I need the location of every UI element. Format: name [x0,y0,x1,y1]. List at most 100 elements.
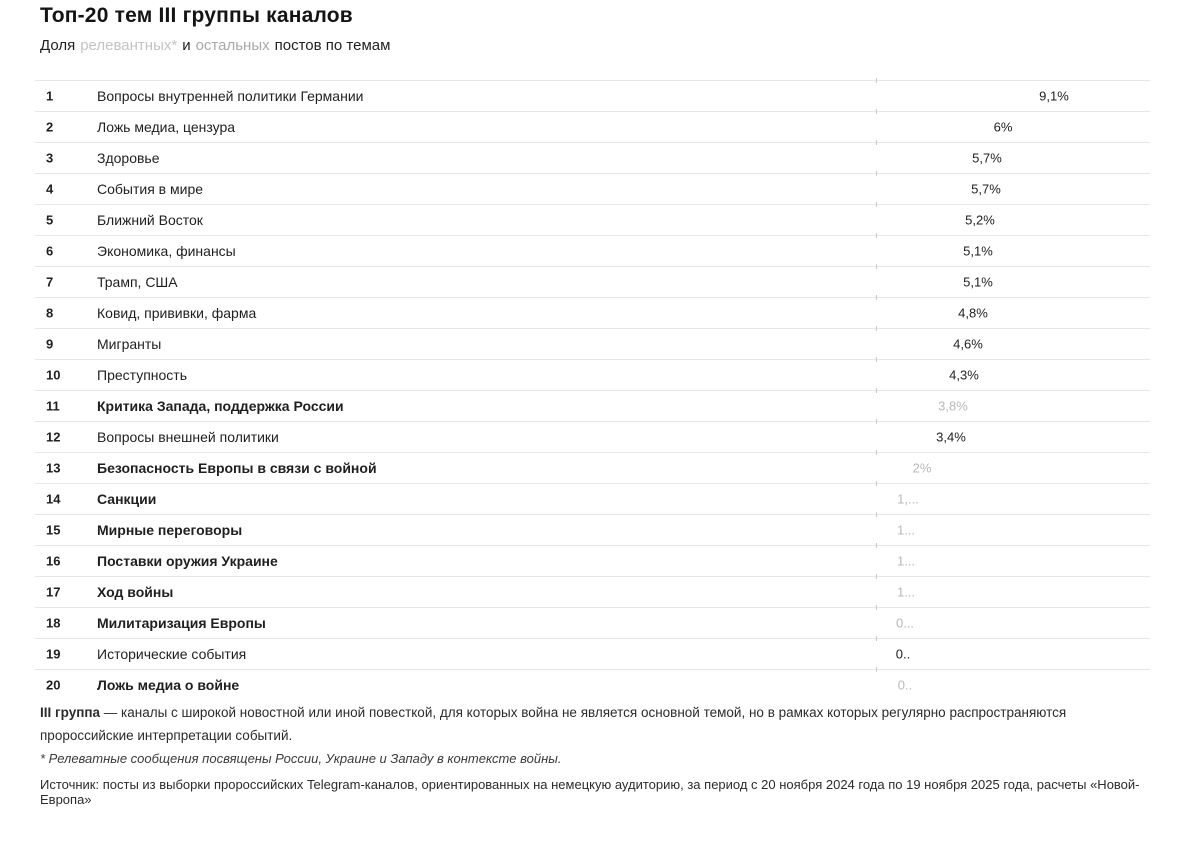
row-value-label: 5,2% [965,212,995,228]
axis-tick [876,357,877,362]
row-rank: 19 [46,646,61,662]
row-topic: Мирные переговоры [97,522,243,538]
row-topic: Мигранты [97,336,162,352]
axis-tick [876,481,877,486]
row-value-label: 1... [896,584,916,600]
group-description: III группа — каналы с широкой новостной … [40,701,1152,747]
axis-tick [876,543,877,548]
row-value-label: 6% [993,119,1013,135]
row-topic: Преступность [97,367,188,383]
row-value-label: 2% [912,460,932,476]
chart-row: 3 Здоровье 5,7% [35,140,1150,173]
row-topic: Санкции [97,491,157,507]
row-rank: 4 [46,181,54,197]
row-value-label: 5,7% [972,150,1002,166]
row-rank: 20 [46,677,61,693]
legend-other-label: остальных [195,37,270,54]
row-topic: Критика Запада, поддержка России [97,398,344,414]
axis-tick [876,78,877,83]
row-topic: Милитаризация Европы [97,615,266,631]
chart-rows: 1 Вопросы внутренней политики Германии 9… [35,78,1150,700]
row-topic: Экономика, финансы [97,243,236,259]
row-topic: Вопросы внутренней политики Германии [97,88,364,104]
row-value-label: 4,8% [958,305,988,321]
relevance-footnote: * Релеватные сообщения посвящены России,… [40,751,562,766]
row-rank: 5 [46,212,54,228]
chart-row: 5 Ближний Восток 5,2% [35,202,1150,235]
chart-row: 6 Экономика, финансы 5,1% [35,233,1150,266]
axis-tick [876,419,877,424]
axis-tick [876,667,877,672]
axis-tick [876,512,877,517]
axis-tick [876,140,877,145]
subtitle-conjunction: и [182,37,191,54]
row-rank: 18 [46,615,61,631]
axis-tick [876,605,877,610]
row-rank: 1 [46,88,54,104]
axis-tick [876,171,877,176]
row-rank: 13 [46,460,61,476]
chart-row: 13 Безопасность Европы в связи с войной … [35,450,1150,483]
row-topic: События в мире [97,181,204,197]
row-rank: 14 [46,491,61,507]
row-value-label: 1,... [897,491,919,507]
row-value-label: 1... [896,522,916,538]
row-rank: 15 [46,522,61,538]
axis-tick [876,388,877,393]
row-rank: 12 [46,429,61,445]
source-line: Источник: посты из выборки пророссийских… [40,777,1140,807]
chart-row: 12 Вопросы внешней политики 3,4% [35,419,1150,452]
axis-tick [876,326,877,331]
axis-tick [876,109,877,114]
row-rank: 16 [46,553,61,569]
chart-row: 14 Санкции 1,... [35,481,1150,514]
chart-row: 20 Ложь медиа о войне 0.. [35,667,1150,700]
page-title: Топ-20 тем III группы каналов [40,4,353,27]
chart-subtitle: Доля релевантных* и остальных постов по тема… [40,37,390,54]
row-value-label: 5,7% [971,181,1001,197]
chart-row: 15 Мирные переговоры 1... [35,512,1150,545]
axis-tick [876,574,877,579]
row-rank: 11 [46,398,60,414]
row-value-label: 9,1% [1039,88,1069,104]
row-value-label: 0... [895,615,915,631]
row-topic: Исторические события [97,646,247,662]
row-value-label: 0.. [897,677,913,693]
row-value-label: 5,1% [963,274,993,290]
row-rank: 10 [46,367,61,383]
row-rank: 9 [46,336,54,352]
row-topic: Трамп, США [97,274,178,290]
row-value-label: 3,4% [936,429,966,445]
chart-row: 18 Милитаризация Европы 0... [35,605,1150,638]
row-value-label: 4,3% [949,367,979,383]
row-topic: Поставки оружия Украине [97,553,278,569]
axis-tick [876,636,877,641]
row-topic: Вопросы внешней политики [97,429,279,445]
group-term: III группа [40,705,101,720]
subtitle-suffix: постов по темам [274,37,391,54]
row-value-label: 0.. [895,646,911,662]
chart-row: 8 Ковид, прививки, фарма 4,8% [35,295,1150,328]
row-value-label: 3,8% [938,398,968,414]
row-topic: Ложь медиа, цензура [97,119,236,135]
chart-row: 7 Трамп, США 5,1% [35,264,1150,297]
chart-row: 10 Преступность 4,3% [35,357,1150,390]
chart-row: 9 Мигранты 4,6% [35,326,1150,359]
row-rank: 17 [46,584,61,600]
axis-tick [876,202,877,207]
row-topic: Безопасность Европы в связи с войной [97,460,377,476]
axis-tick [876,233,877,238]
row-rank: 6 [46,243,54,259]
chart-row: 1 Вопросы внутренней политики Германии 9… [35,78,1150,111]
row-topic: Ложь медиа о войне [97,677,240,693]
chart-row: 11 Критика Запада, поддержка России 3,8% [35,388,1150,421]
chart-row: 19 Исторические события 0.. [35,636,1150,669]
row-topic: Ковид, прививки, фарма [97,305,257,321]
axis-tick [876,295,877,300]
row-topic: Ход войны [97,584,174,600]
chart-row: 16 Поставки оружия Украине 1... [35,543,1150,576]
row-rank: 3 [46,150,54,166]
row-rank: 7 [46,274,54,290]
legend-relevant-label: релевантных* [80,37,178,54]
chart-row: 4 События в мире 5,7% [35,171,1150,204]
